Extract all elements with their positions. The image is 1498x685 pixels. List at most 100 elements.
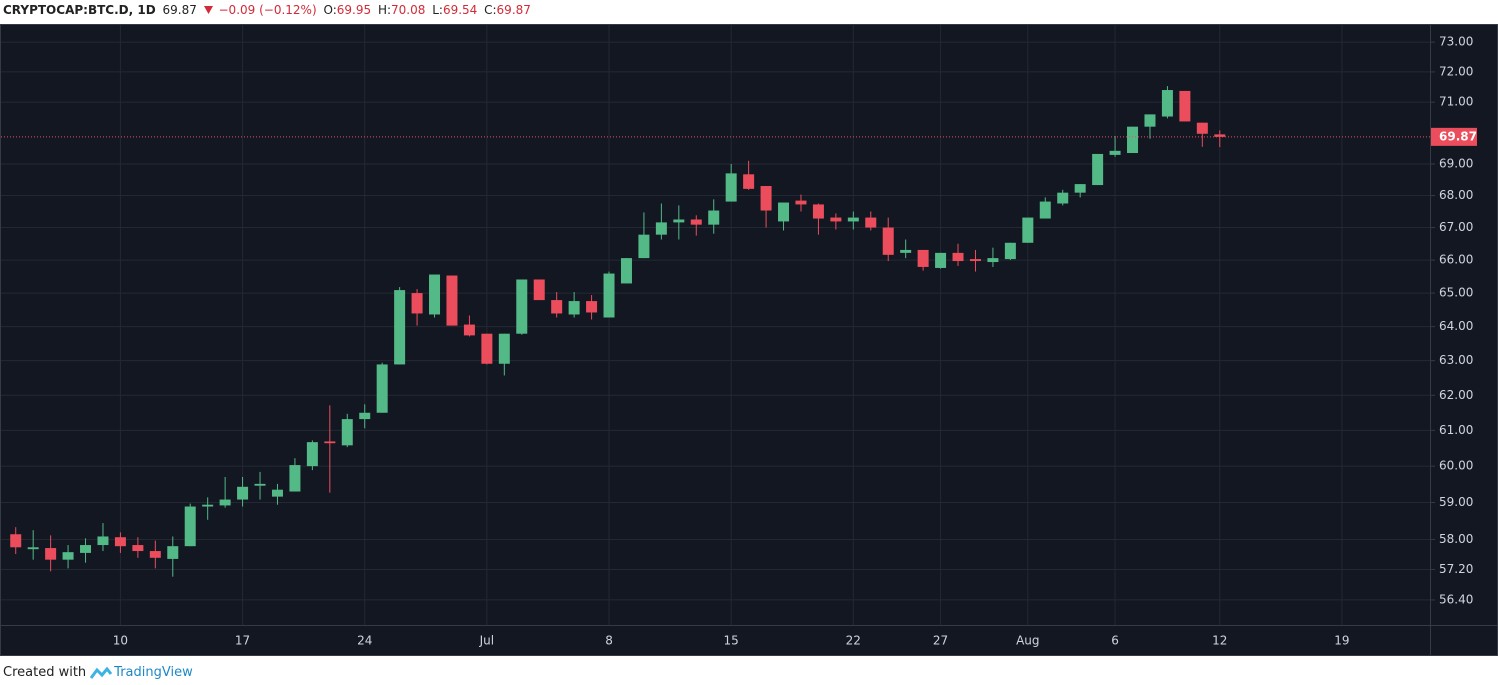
- candle-body: [917, 249, 929, 267]
- brand-name: TradingView: [114, 665, 193, 680]
- chart: 10 17 24 Jul 8 15 22 27 Aug 6 12 19 56.40 57.20 58.00 5…: [0, 24, 1498, 656]
- candle-body: [149, 551, 161, 558]
- candle-body: [481, 333, 493, 364]
- legend-header: CRYPTOCAP:BTC.D, 1D 69.87 −0.09 (−0.12%)…: [3, 3, 534, 17]
- y-tick-label: 58.00: [1439, 532, 1473, 546]
- y-tick-label: 57.20: [1439, 562, 1473, 576]
- candle-body: [1109, 150, 1121, 155]
- y-tick-label: 73.00: [1439, 35, 1473, 49]
- candle-body: [132, 545, 144, 552]
- symbol-title: CRYPTOCAP:BTC.D, 1D: [3, 3, 156, 17]
- candle-body: [760, 186, 772, 211]
- candle-body: [812, 204, 824, 219]
- y-tick-label: 64.00: [1439, 319, 1473, 333]
- candle-body: [969, 259, 981, 262]
- candle-body: [376, 364, 388, 413]
- candle-body: [1214, 134, 1226, 137]
- candle-body: [725, 173, 737, 202]
- close-value: 69.87: [496, 3, 531, 17]
- candle-body: [411, 293, 423, 314]
- candle-body: [1022, 217, 1034, 243]
- footer-text: Created with: [3, 665, 87, 680]
- candle-body: [655, 222, 667, 235]
- x-tick-label: 15: [724, 634, 739, 648]
- candle-body: [446, 275, 458, 326]
- x-tick-label: 22: [846, 634, 861, 648]
- candle-body: [271, 489, 283, 497]
- candle-body: [80, 545, 92, 553]
- y-tick-label: 59.00: [1439, 495, 1473, 509]
- candle-body: [254, 483, 266, 486]
- candle-body: [551, 300, 563, 314]
- candle-body: [1179, 90, 1191, 122]
- x-tick-label: 19: [1334, 634, 1349, 648]
- candle-body: [708, 210, 720, 225]
- candle-body: [1127, 126, 1139, 154]
- y-tick-label: 66.00: [1439, 253, 1473, 267]
- open-value: 69.95: [336, 3, 372, 17]
- x-tick-label: 6: [1111, 634, 1119, 648]
- open-label: O:: [323, 3, 337, 17]
- y-tick-label: 60.00: [1439, 459, 1473, 473]
- candle-body: [900, 249, 912, 253]
- candle-body: [673, 219, 685, 223]
- high-label: H:: [377, 3, 392, 17]
- candle-body: [568, 301, 580, 315]
- last-price-box: [1431, 127, 1477, 146]
- candle-body: [167, 546, 179, 559]
- candle-body: [743, 174, 755, 189]
- y-tick-label: 62.00: [1439, 388, 1473, 402]
- candle-body: [1004, 242, 1016, 260]
- y-tick-label: 69.00: [1439, 156, 1473, 170]
- candle-body: [533, 279, 545, 301]
- candle-body: [1144, 114, 1156, 127]
- y-tick-label: 65.00: [1439, 286, 1473, 300]
- y-tick-label: 71.00: [1439, 95, 1473, 109]
- x-tick-label: 17: [235, 634, 250, 648]
- last-value: 69.87: [162, 3, 197, 17]
- candle-body: [429, 274, 441, 315]
- candle-body: [202, 504, 214, 507]
- high-value: 70.08: [391, 3, 426, 17]
- y-tick-label: 63.00: [1439, 353, 1473, 367]
- close-label: C:: [484, 3, 497, 17]
- x-tick-label: Aug: [1016, 634, 1039, 648]
- candle-body: [847, 217, 859, 222]
- candle-body: [463, 324, 475, 336]
- candle-body: [114, 537, 126, 547]
- x-tick-label: 10: [113, 634, 128, 648]
- candle-body: [1057, 192, 1069, 204]
- candle-body: [27, 547, 39, 550]
- candle-body: [1196, 122, 1208, 134]
- candle-body: [987, 258, 999, 263]
- low-value: 69.54: [442, 3, 478, 17]
- candle-body: [778, 202, 790, 222]
- y-tick-label: 67.00: [1439, 220, 1473, 234]
- candle-body: [1039, 201, 1051, 219]
- candle-body: [882, 227, 894, 255]
- x-tick-label: Jul: [479, 634, 494, 648]
- candle-body: [690, 219, 702, 225]
- y-tick-label: 61.00: [1439, 423, 1473, 437]
- y-tick-label: 68.00: [1439, 188, 1473, 202]
- candle-body: [795, 200, 807, 205]
- candle-body: [1161, 90, 1173, 117]
- candle-body: [830, 217, 842, 222]
- candle-body: [289, 465, 301, 492]
- y-tick-label: 72.00: [1439, 64, 1473, 78]
- x-tick-label: 12: [1212, 634, 1227, 648]
- last-price-label: 69.87: [1439, 129, 1477, 143]
- candle-body: [638, 234, 650, 259]
- chart-background: [0, 24, 1498, 656]
- candle-body: [1092, 153, 1104, 186]
- candle-body: [45, 548, 57, 560]
- brand-logo: [90, 666, 113, 679]
- candle-body: [306, 442, 318, 467]
- candle-body: [237, 486, 249, 500]
- candle-body: [1074, 184, 1086, 193]
- x-tick-label: 24: [357, 634, 372, 648]
- candle-body: [324, 441, 336, 444]
- candle-body: [219, 499, 231, 506]
- candle-body: [97, 536, 109, 546]
- candle-body: [394, 290, 406, 365]
